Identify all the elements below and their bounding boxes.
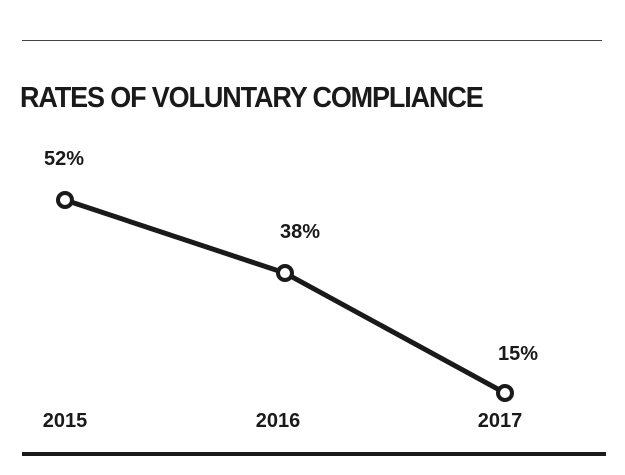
data-label-2015: 52% <box>44 148 84 170</box>
data-label-2017: 15% <box>498 343 538 365</box>
data-point-2015 <box>56 191 74 209</box>
bottom-divider <box>22 452 606 456</box>
data-label-2016: 38% <box>280 221 320 243</box>
top-divider <box>22 40 602 41</box>
x-tick-label-2015: 2015 <box>43 410 88 432</box>
data-point-2016 <box>276 264 294 283</box>
chart-title: RATES OF VOLUNTARY COMPLIANCE <box>20 82 484 114</box>
x-tick-label-2017: 2017 <box>478 410 523 432</box>
data-point-2017 <box>496 384 514 402</box>
x-tick-label-2016: 2016 <box>256 410 301 432</box>
